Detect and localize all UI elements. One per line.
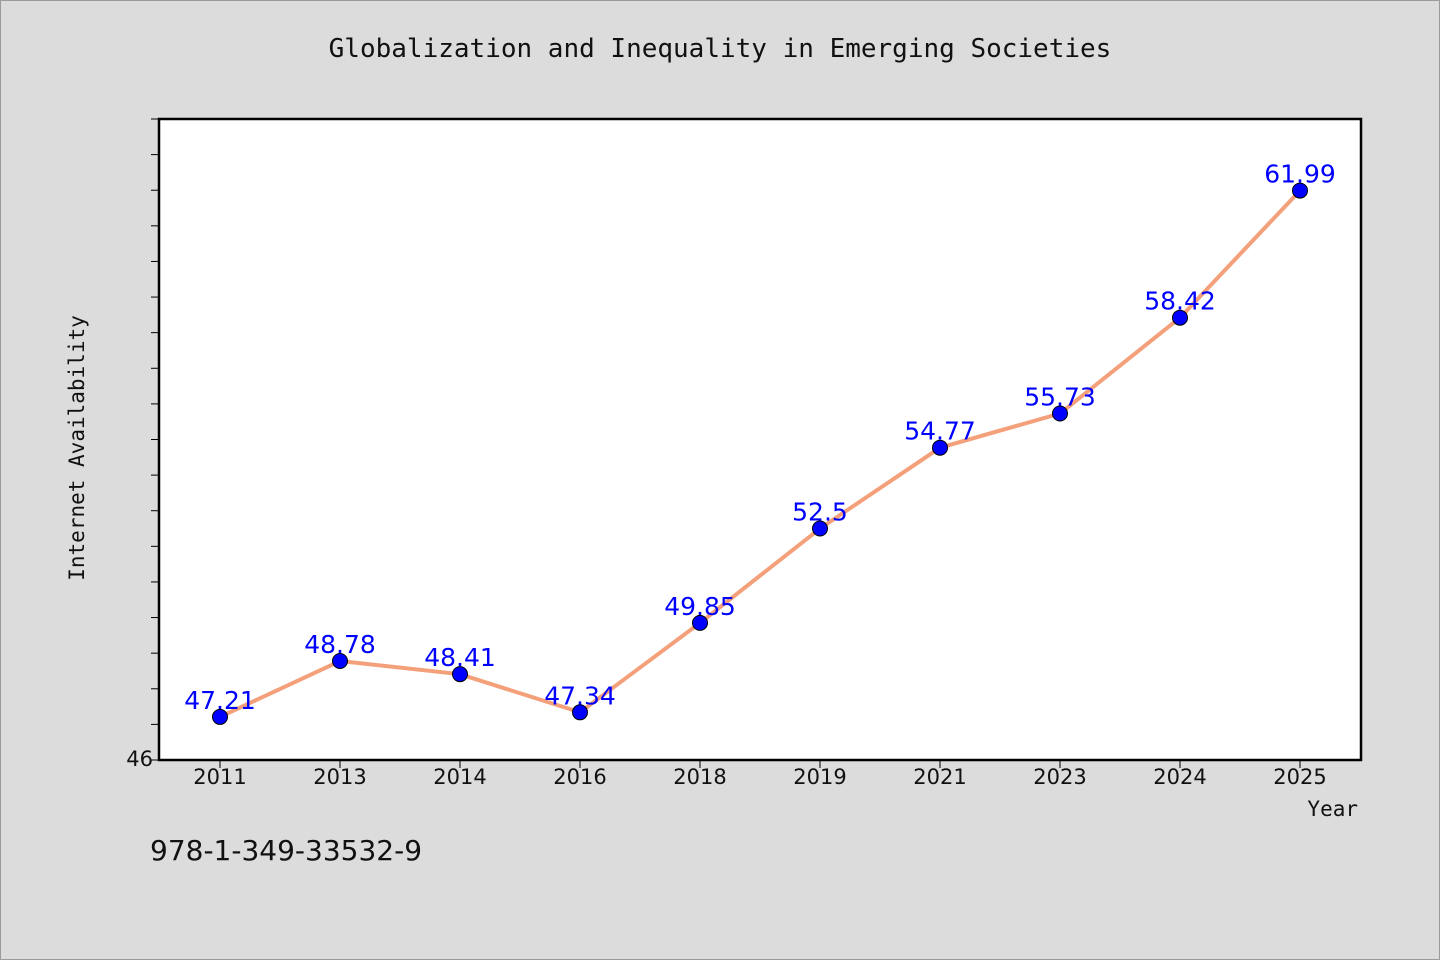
data-point	[932, 439, 948, 456]
data-label: 48.41	[424, 643, 496, 672]
isbn-label: 978-1-349-33532-9	[150, 834, 423, 867]
x-tick-label: 2023	[1033, 765, 1086, 789]
data-label: 47.21	[184, 686, 256, 715]
data-point	[212, 708, 228, 725]
markers	[212, 182, 1308, 725]
data-label: 49.85	[664, 592, 736, 621]
x-tick-label: 2024	[1153, 765, 1206, 789]
data-label: 55.73	[1024, 383, 1096, 412]
series-line	[219, 189, 1302, 719]
data-point	[1172, 309, 1188, 326]
data-point	[692, 614, 708, 631]
x-tick-label: 2016	[553, 765, 606, 789]
plot-area	[157, 117, 1363, 762]
data-label: 54.77	[904, 417, 976, 446]
data-label: 61.99	[1264, 160, 1336, 189]
y-tick-label: 46	[126, 747, 153, 771]
data-label: 48.78	[304, 630, 376, 659]
data-point	[1052, 405, 1068, 422]
x-tick-label: 2021	[913, 765, 966, 789]
x-axis-label: Year	[1307, 797, 1358, 821]
y-axis-label: Internet Availability	[65, 315, 89, 581]
x-tick-label: 2014	[433, 765, 486, 789]
chart-title: Globalization and Inequality in Emerging…	[328, 34, 1112, 64]
x-tick-label: 2011	[193, 765, 246, 789]
x-tick-label: 2018	[673, 765, 726, 789]
x-tick-label: 2013	[313, 765, 366, 789]
data-labels: 47.21 48.78 48.41 47.34 49.85 52.5 54.77 55.73 5…	[184, 160, 1336, 715]
data-point	[1292, 182, 1308, 199]
data-label: 47.34	[544, 681, 616, 710]
x-ticks: 2011 2013 2014 2016 2018 2019 2021 2023 2024 2025	[193, 760, 1327, 789]
data-point	[812, 520, 828, 537]
data-point	[572, 704, 588, 721]
data-label: 58.42	[1144, 287, 1216, 316]
x-tick-label: 2019	[793, 765, 846, 789]
data-point	[332, 653, 348, 670]
data-point	[452, 666, 468, 683]
x-tick-label: 2025	[1273, 765, 1326, 789]
data-label: 52.5	[792, 498, 848, 527]
y-ticks: 46	[126, 118, 159, 771]
